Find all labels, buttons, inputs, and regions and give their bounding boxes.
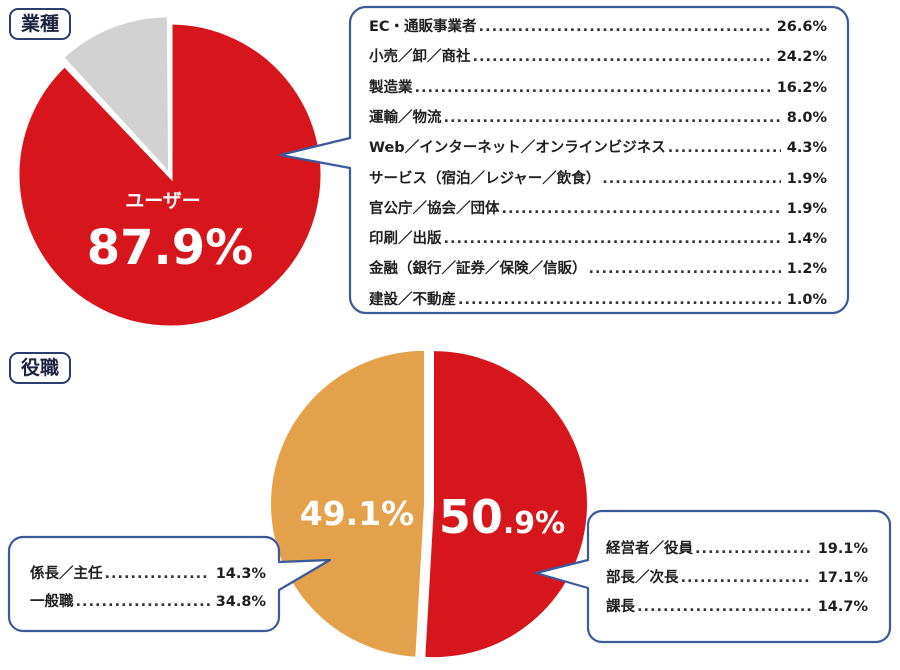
leader-dots: ........................................… <box>602 170 781 187</box>
industry-item-label: Web／インターネット／オンラインビジネス <box>369 140 666 157</box>
pie-label-user: ユーザー <box>125 190 201 212</box>
leader-dots: ........................................… <box>588 261 781 278</box>
industry-item-row: サービス（宿泊／レジャー／飲食）........................… <box>369 167 827 188</box>
industry-item-value: 24.2% <box>776 49 827 66</box>
section-tag-position: 役職 <box>9 352 72 384</box>
industry-item-value: 16.2% <box>776 79 827 96</box>
pie-slice-other <box>64 17 169 171</box>
callout-bubbles <box>7 5 892 644</box>
industry-item-value: 4.3% <box>786 140 827 157</box>
industry-item-value: 1.2% <box>786 261 827 278</box>
leader-dots: ........................................… <box>414 79 771 96</box>
position-orange-item-label: 係長／主任 <box>30 566 103 582</box>
position-red-item-row: 経営者／役員..................................… <box>606 537 868 558</box>
pie-labels: ユーザー 87.9% 50.9% 49.1% <box>87 190 565 544</box>
section-title-position: 役職 <box>21 357 60 379</box>
position-orange-item-label: 一般職 <box>30 594 74 610</box>
position-red-item-label: 課長 <box>606 599 635 615</box>
position-orange-item-row: 一般職.....................................… <box>30 590 266 611</box>
leader-dots: ........................................… <box>695 541 812 557</box>
position-red-item-value: 14.7% <box>817 599 868 615</box>
industry-item-value: 26.6% <box>776 19 827 35</box>
pie-slice-staff <box>271 350 425 657</box>
section-tag-industry: 業種 <box>9 8 72 40</box>
leader-dots: ........................................… <box>443 231 781 248</box>
industry-item-value: 1.4% <box>786 231 827 248</box>
industry-item-row: Web／インターネット／オンラインビジネス...................… <box>369 136 827 157</box>
industry-item-row: 小売／卸／商社.................................… <box>369 45 827 66</box>
position-red-item-value: 19.1% <box>817 541 868 557</box>
position-pie <box>271 350 587 658</box>
leader-dots: ........................................… <box>680 570 812 586</box>
pie-value-staff: 49.1% <box>300 494 415 533</box>
position-orange-item-row: 係長／主任...................................… <box>30 562 266 583</box>
leader-dots: ........................................… <box>443 109 781 126</box>
industry-item-value: 1.9% <box>786 170 827 187</box>
leader-dots: ........................................… <box>472 49 771 66</box>
industry-pie <box>14 17 326 331</box>
industry-item-label: 小売／卸／商社 <box>369 49 471 66</box>
leader-dots: ........................................… <box>458 291 781 308</box>
industry-item-label: EC・通販事業者 <box>369 19 477 35</box>
section-title-industry: 業種 <box>21 13 60 35</box>
position-red-callout <box>534 509 892 644</box>
industry-item-value: 1.0% <box>786 291 827 308</box>
industry-item-label: 運輸／物流 <box>369 109 442 126</box>
pie-slice-management <box>425 351 587 658</box>
industry-item-label: 建設／不動産 <box>369 291 456 308</box>
industry-item-row: 印刷／出版...................................… <box>369 227 827 248</box>
leader-dots: ........................................… <box>637 599 812 615</box>
industry-item-row: 運輸／物流...................................… <box>369 106 827 127</box>
position-red-item-label: 部長／次長 <box>606 570 679 586</box>
position-orange-item-value: 34.8% <box>215 594 266 610</box>
position-orange-item-value: 14.3% <box>215 566 266 582</box>
industry-item-label: サービス（宿泊／レジャー／飲食） <box>369 170 601 187</box>
industry-item-label: 印刷／出版 <box>369 231 442 248</box>
industry-item-value: 1.9% <box>786 200 827 217</box>
position-red-item-value: 17.1% <box>817 570 868 586</box>
leader-dots: ........................................… <box>501 200 781 217</box>
industry-callout <box>278 5 850 315</box>
industry-item-label: 官公庁／協会／団体 <box>369 200 500 217</box>
industry-item-label: 金融（銀行／証券／保険／信販） <box>369 261 587 278</box>
industry-item-label: 製造業 <box>369 79 413 96</box>
position-red-item-label: 経営者／役員 <box>606 541 693 557</box>
industry-item-row: 金融（銀行／証券／保険／信販）.........................… <box>369 257 827 278</box>
leader-dots: ........................................… <box>104 566 210 582</box>
position-orange-callout <box>7 535 332 633</box>
position-red-item-row: 部長／次長...................................… <box>606 566 868 587</box>
industry-item-value: 8.0% <box>786 109 827 126</box>
industry-item-row: 官公庁／協会／団体...............................… <box>369 197 827 218</box>
leader-dots: ........................................… <box>667 140 781 157</box>
industry-item-row: 製造業.....................................… <box>369 76 827 97</box>
leader-dots: ........................................… <box>478 19 771 35</box>
pie-slice-user <box>14 19 326 331</box>
leader-dots: ........................................… <box>75 594 210 610</box>
industry-item-row: 建設／不動産..................................… <box>369 288 827 309</box>
pie-value-user: 87.9% <box>87 220 254 276</box>
position-red-item-row: 課長......................................… <box>606 595 868 616</box>
pie-value-management: 50.9% <box>439 490 565 544</box>
industry-item-row: EC・通販事業者................................… <box>369 15 827 36</box>
